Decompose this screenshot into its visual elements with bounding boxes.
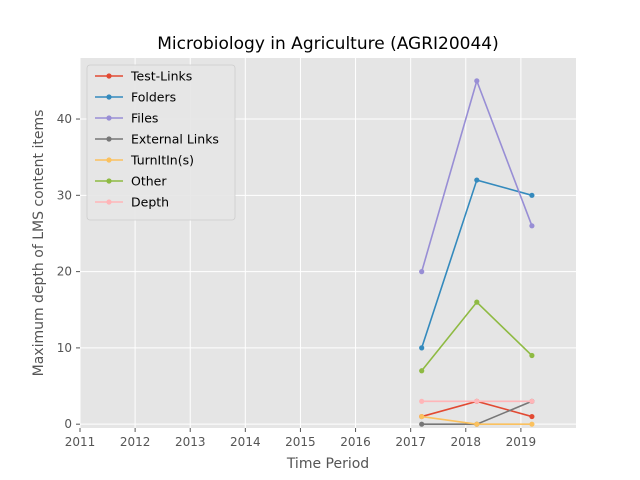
legend-label: Other [131, 174, 167, 189]
data-point-depth [474, 398, 480, 404]
legend-label: Files [131, 111, 158, 126]
x-tick-label: 2012 [120, 435, 151, 449]
legend-label: External Links [131, 132, 219, 147]
data-point-depth [529, 398, 535, 404]
legend-item-other: Other [95, 174, 167, 189]
legend-swatch-marker [106, 94, 112, 100]
legend-label: Folders [131, 90, 176, 105]
y-axis-label: Maximum depth of LMS content items [31, 110, 47, 377]
legend-item-depth: Depth [95, 195, 169, 210]
series-depth [419, 398, 535, 404]
x-tick-label: 2015 [285, 435, 316, 449]
y-tick-label: 40 [57, 112, 72, 126]
data-point-files [529, 223, 535, 229]
x-tick-label: 2017 [395, 435, 426, 449]
x-tick-label: 2013 [175, 435, 206, 449]
series-turnitin-s [419, 413, 535, 427]
series-folders [419, 177, 535, 351]
legend-item-files: Files [95, 111, 158, 126]
x-tick-label: 2014 [230, 435, 261, 449]
legend-item-test-links: Test-Links [95, 69, 192, 84]
series-layer [419, 78, 535, 427]
data-point-other [474, 299, 480, 305]
data-point-files [474, 78, 480, 84]
y-tick-label: 0 [64, 417, 72, 431]
tick-layer: 2011 2012 2013 2014 2015 2016 2017 2018 2019 0 10 2… [57, 112, 536, 449]
data-point-turnitin-s [474, 421, 480, 427]
data-point-other [529, 352, 535, 359]
data-point-folders [529, 192, 535, 198]
series-files [419, 78, 535, 275]
data-point-turnitin-s [529, 421, 535, 427]
legend-swatch-marker [106, 136, 112, 142]
legend-box [86, 64, 236, 221]
legend-item-external-links: External Links [95, 132, 219, 147]
x-axis-label: Time Period [286, 456, 369, 472]
y-tick-label: 10 [57, 341, 72, 355]
x-tick-label: 2016 [340, 435, 371, 449]
legend-label: Depth [131, 195, 169, 210]
legend-label: TurnItIn(s) [130, 153, 194, 168]
chart-title: Microbiology in Agriculture (AGRI20044) [157, 34, 499, 54]
legend-swatch-marker [106, 199, 112, 205]
legend-label: Test-Links [130, 69, 192, 84]
data-point-test-links [529, 413, 535, 420]
legend-swatch-marker [106, 73, 112, 79]
series-other [419, 299, 535, 374]
data-point-turnitin-s [419, 413, 425, 420]
x-tick-label: 2018 [451, 435, 482, 449]
y-tick-label: 20 [57, 265, 72, 279]
data-point-other [419, 368, 425, 374]
data-point-folders [419, 345, 425, 351]
x-tick-label: 2019 [506, 435, 537, 449]
legend: Test-Links Folders Files External Links Turn… [86, 64, 236, 221]
x-tick-label: 2011 [65, 435, 96, 449]
data-point-files [419, 269, 425, 275]
legend-swatch-marker [106, 157, 112, 163]
data-point-folders [474, 177, 480, 183]
legend-swatch-marker [106, 115, 112, 121]
data-point-external-links [419, 421, 425, 427]
y-tick-label: 30 [57, 188, 72, 202]
legend-item-turnitin-s: TurnItIn(s) [95, 153, 194, 168]
legend-item-folders: Folders [95, 90, 176, 105]
legend-swatch-marker [106, 178, 112, 184]
data-point-depth [419, 398, 425, 404]
